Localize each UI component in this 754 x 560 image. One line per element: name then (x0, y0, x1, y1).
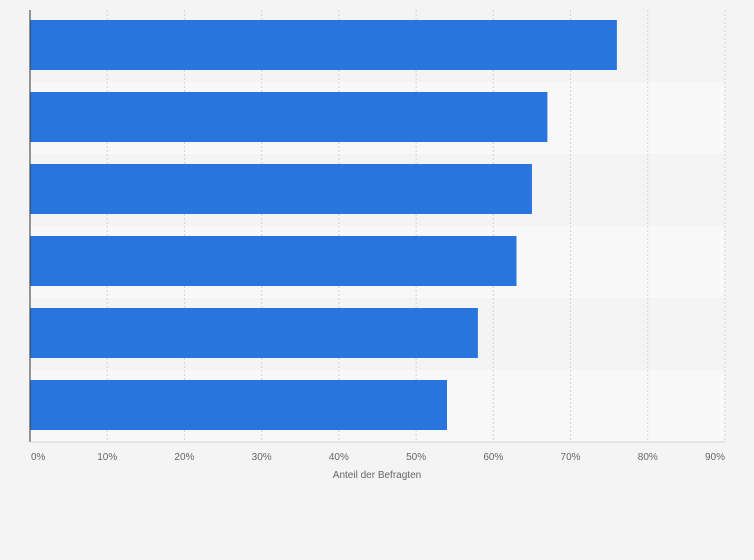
x-tick-label: 20% (174, 452, 194, 463)
bar (30, 380, 447, 430)
x-tick-label: 40% (329, 452, 349, 463)
x-tick-label: 60% (483, 452, 503, 463)
bar (30, 20, 617, 70)
x-tick-label: 70% (561, 452, 581, 463)
x-tick-label: 90% (705, 452, 725, 463)
bar (30, 92, 548, 142)
bars (30, 20, 617, 430)
x-tick-label: 0% (31, 452, 46, 463)
x-tick-label: 80% (638, 452, 658, 463)
row-bands (30, 10, 725, 442)
bar (30, 164, 532, 214)
bar (30, 308, 478, 358)
x-axis-title: Anteil der Befragten (333, 470, 421, 481)
x-tick-label: 50% (406, 452, 426, 463)
x-tick-label: 10% (97, 452, 117, 463)
x-tick-labels: 0% 10% 20% 30% 40% 50% 60% 70% 80% 90% (31, 452, 725, 463)
axes (29, 10, 725, 443)
x-tick-label: 30% (252, 452, 272, 463)
gridlines (106, 10, 726, 442)
bar (30, 236, 517, 286)
